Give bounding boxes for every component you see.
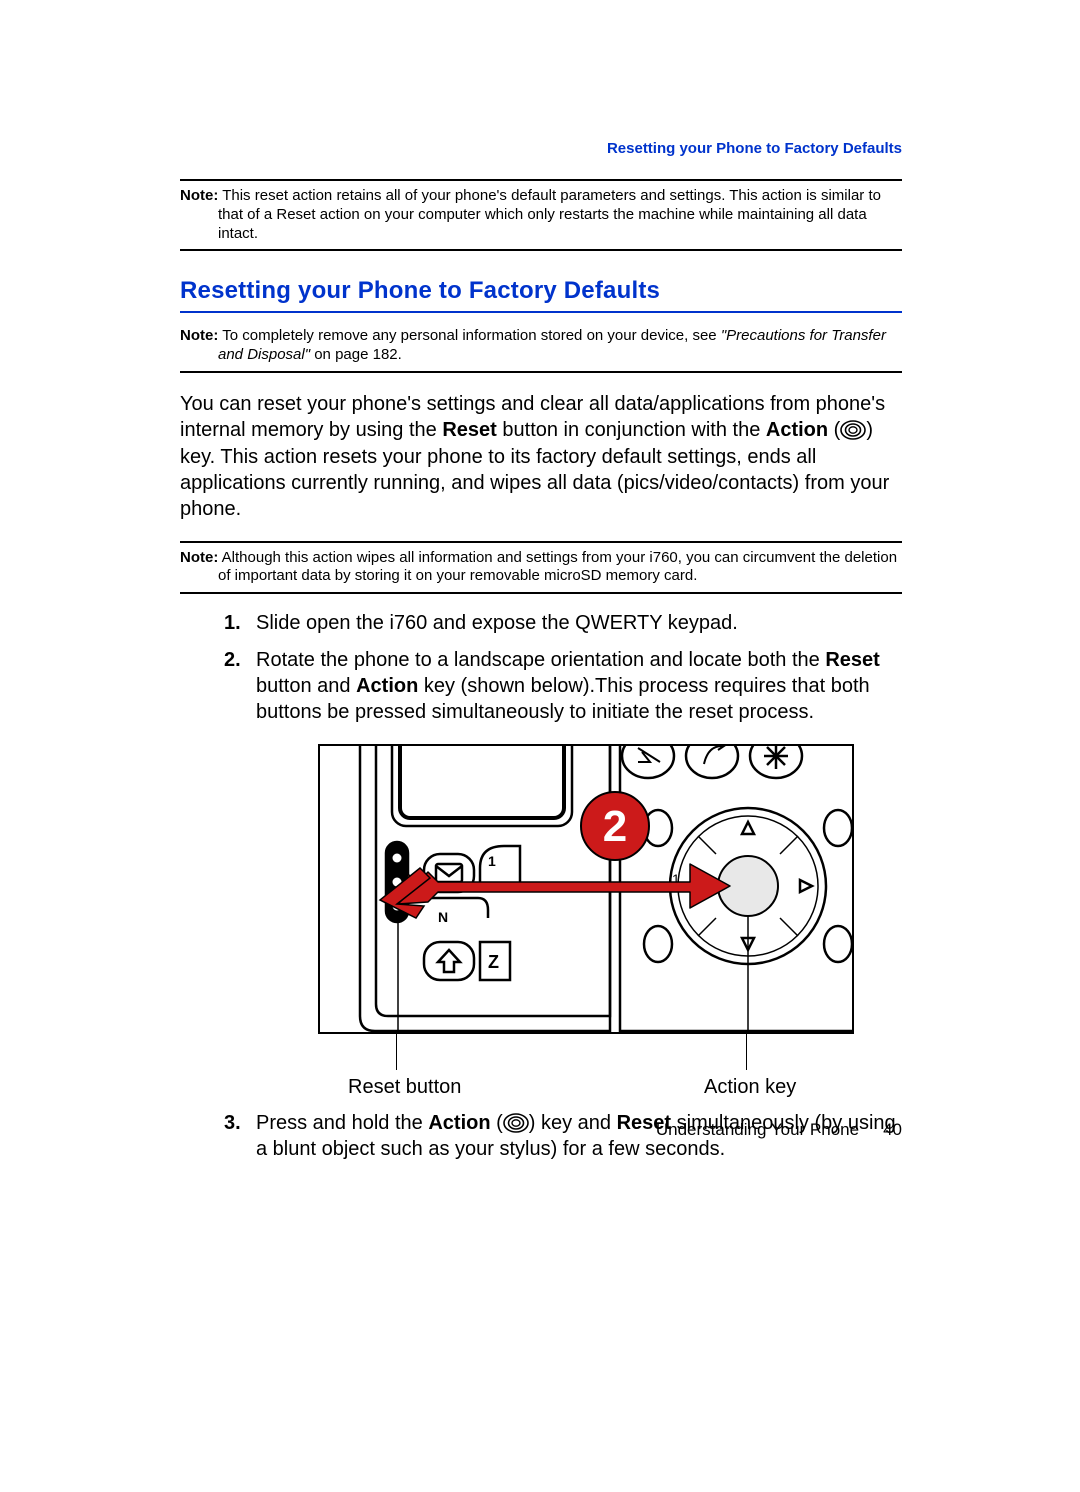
callout-lines bbox=[318, 1034, 854, 1074]
figure-badge: 2 bbox=[581, 792, 649, 860]
rule-title bbox=[180, 311, 902, 313]
svg-text:N: N bbox=[438, 909, 448, 925]
callout-labels: Reset button Action key bbox=[318, 1074, 854, 1100]
footer-chapter: Understanding Your Phone bbox=[656, 1120, 859, 1139]
intro-e: ( bbox=[828, 419, 840, 441]
note-label: Note: bbox=[180, 187, 218, 204]
note-text: This reset action retains all of your ph… bbox=[218, 187, 881, 242]
note-reference: Note: To completely remove any personal … bbox=[180, 327, 902, 365]
note-wipe: Note: Although this action wipes all inf… bbox=[180, 549, 902, 587]
callout-line-left bbox=[396, 1034, 397, 1070]
rule-top-end bbox=[180, 249, 902, 251]
rule-wipe-end bbox=[180, 592, 902, 594]
note-text-b: on page 182. bbox=[310, 346, 402, 363]
figure-container: 1 N bbox=[318, 744, 854, 1100]
steps-list: Slide open the i760 and expose the QWERT… bbox=[228, 610, 902, 1162]
figure: 1 N bbox=[318, 744, 854, 1034]
callout-line-right bbox=[746, 1034, 747, 1070]
intro-paragraph: You can reset your phone's settings and … bbox=[180, 391, 902, 523]
svg-text:Z: Z bbox=[488, 952, 499, 972]
rule-top bbox=[180, 179, 902, 181]
rule-noteref-end bbox=[180, 371, 902, 373]
note-text-a: To completely remove any personal inform… bbox=[218, 327, 721, 344]
intro-action: Action bbox=[766, 419, 828, 441]
step2-a: Rotate the phone to a landscape orientat… bbox=[256, 649, 825, 671]
intro-c: button in conjunction with the bbox=[497, 419, 766, 441]
callout-action: Action key bbox=[704, 1074, 796, 1100]
step2-b: button and bbox=[256, 675, 356, 697]
note-label: Note: bbox=[180, 549, 218, 566]
callout-reset: Reset button bbox=[348, 1074, 461, 1100]
action-key-icon bbox=[840, 420, 866, 440]
running-header: Resetting your Phone to Factory Defaults bbox=[180, 140, 902, 157]
badge-number: 2 bbox=[603, 802, 627, 851]
note-text: Although this action wipes all informati… bbox=[218, 549, 897, 585]
step2-reset: Reset bbox=[825, 649, 879, 671]
intro-reset: Reset bbox=[442, 419, 496, 441]
step-2: Rotate the phone to a landscape orientat… bbox=[228, 647, 902, 1100]
rule-wipe-top bbox=[180, 541, 902, 543]
step1-text: Slide open the i760 and expose the QWERT… bbox=[256, 612, 738, 634]
footer-page-number: 40 bbox=[883, 1120, 902, 1139]
step2-action: Action bbox=[356, 675, 418, 697]
svg-text:1: 1 bbox=[488, 853, 496, 869]
note-label: Note: bbox=[180, 327, 218, 344]
step-1: Slide open the i760 and expose the QWERT… bbox=[228, 610, 902, 636]
figure-svg: 1 N bbox=[320, 746, 854, 1034]
section-title: Resetting your Phone to Factory Defaults bbox=[180, 277, 902, 305]
note-top: Note: This reset action retains all of y… bbox=[180, 187, 902, 243]
page-footer: Understanding Your Phone 40 bbox=[180, 1120, 902, 1140]
